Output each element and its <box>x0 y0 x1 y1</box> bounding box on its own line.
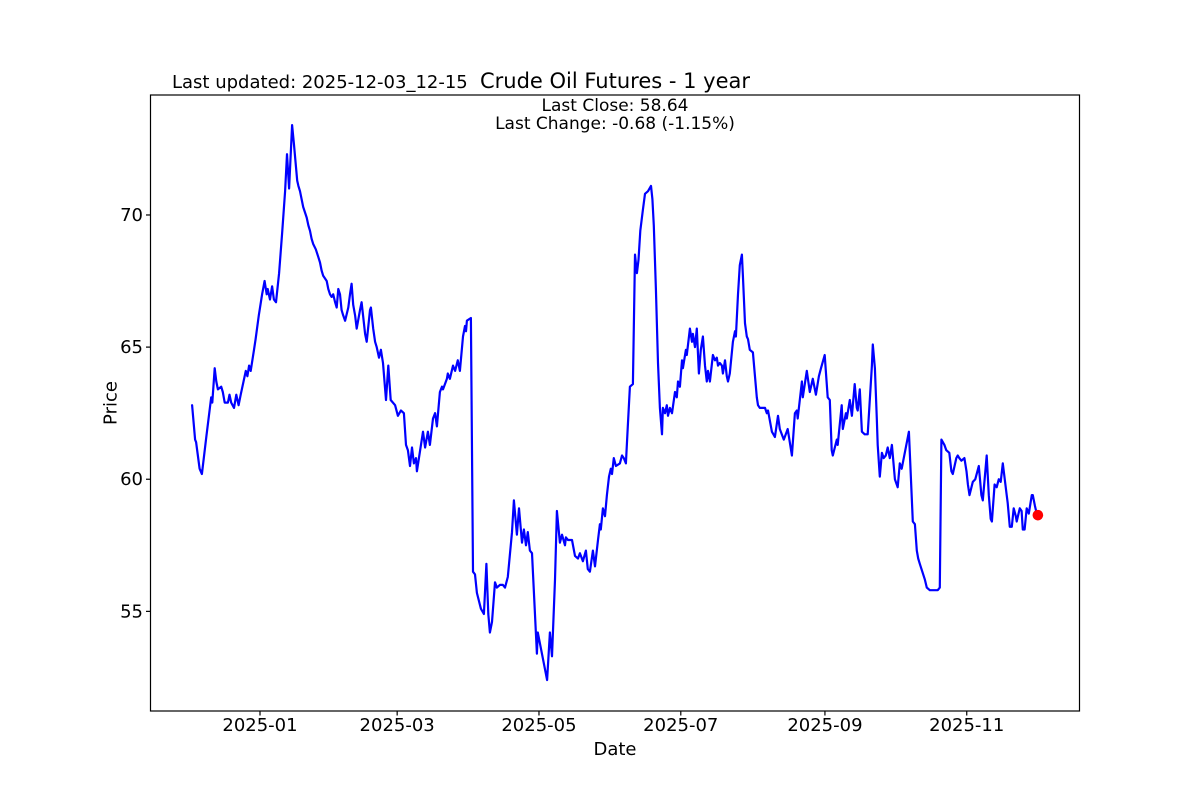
y-tick-label: 60 <box>120 469 143 490</box>
y-tick-label: 70 <box>120 205 143 226</box>
x-axis-label: Date <box>593 739 637 760</box>
axes-frame <box>149 94 1081 712</box>
x-tick-label: 2025-03 <box>360 715 435 736</box>
x-tick-label: 2025-05 <box>501 715 576 736</box>
y-tick-label: 65 <box>120 337 143 358</box>
last-price-marker <box>1032 509 1044 521</box>
x-tick-label: 2025-01 <box>222 715 297 736</box>
y-tick-label: 55 <box>120 601 143 622</box>
last-close-text: Last Close: 58.64 <box>541 96 689 116</box>
x-tick-label: 2025-09 <box>787 715 862 736</box>
x-tick-label: 2025-11 <box>929 715 1004 736</box>
last-updated-text: Last updated: 2025-12-03_12-15 <box>172 72 468 93</box>
chart-subtitle: Last Close: 58.64 Last Change: -0.68 (-1… <box>150 96 1080 134</box>
price-line <box>191 124 1039 682</box>
chart-title: Crude Oil Futures - 1 year <box>479 69 751 93</box>
x-tick-label: 2025-07 <box>643 715 718 736</box>
last-change-text: Last Change: -0.68 (-1.15%) <box>495 113 735 134</box>
